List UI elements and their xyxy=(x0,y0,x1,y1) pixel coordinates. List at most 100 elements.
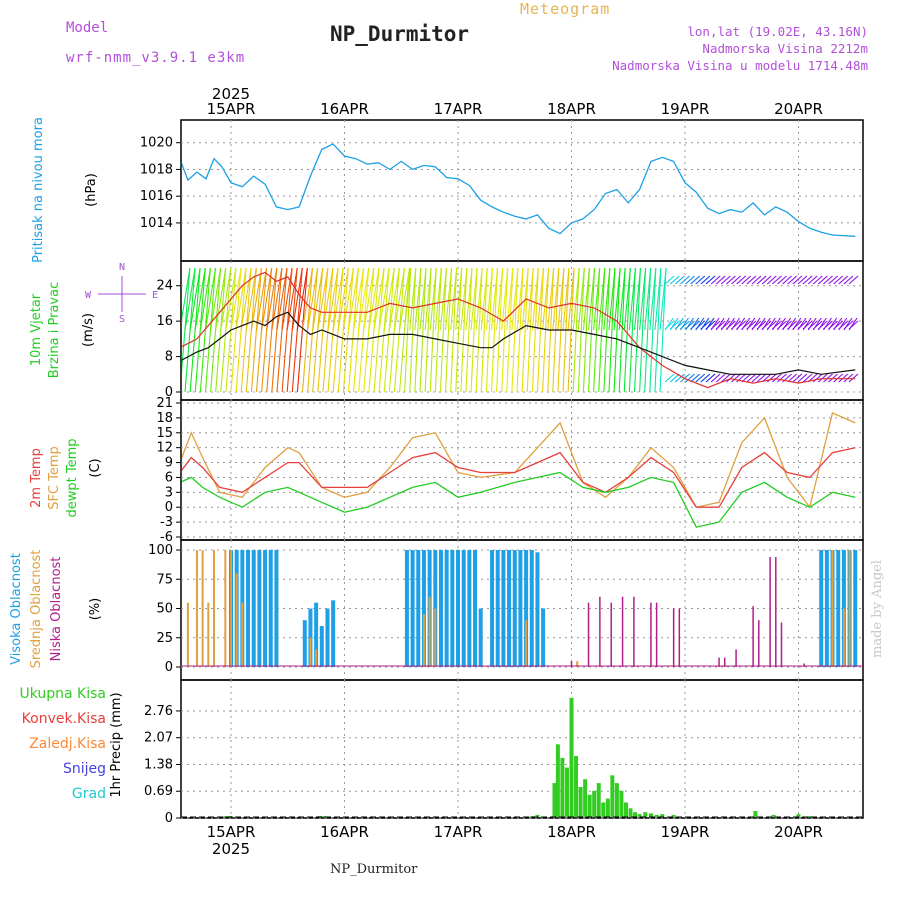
bottom-date-label: 16APR xyxy=(320,823,369,841)
wind-arrow xyxy=(337,267,349,393)
wind-arrow xyxy=(322,267,334,393)
wind-arrow xyxy=(633,267,642,393)
wind-arrow xyxy=(475,267,483,331)
cloud-bar xyxy=(302,620,307,667)
wind-arrow xyxy=(235,267,247,393)
cloud-bar xyxy=(241,602,244,667)
wind-arrow xyxy=(710,320,721,330)
precip-legend-1: Konvek.Kisa xyxy=(22,711,106,727)
bottom-date-label: 18APR xyxy=(547,823,596,841)
wind-arrow xyxy=(342,267,354,393)
wind-arrow xyxy=(633,267,642,331)
wind-arrow xyxy=(485,267,493,393)
wind-arrow xyxy=(506,267,514,393)
wind-arrow xyxy=(419,267,427,331)
wind-arrow xyxy=(608,267,616,331)
y-tick-label: 24 xyxy=(156,279,173,294)
wind-arrow xyxy=(383,267,395,331)
wind-arrow xyxy=(393,267,405,393)
bottom-date-label: 17APR xyxy=(434,823,483,841)
cloud-bar xyxy=(775,557,777,667)
cloud-bar xyxy=(535,552,540,667)
wind-arrow xyxy=(726,320,736,330)
wind-arrow xyxy=(475,267,483,393)
temp-title-sfc: SFC Temp xyxy=(47,446,62,510)
wind-arrow xyxy=(450,267,458,331)
cloud-title-low: Niska Oblacnost xyxy=(49,557,64,662)
wind-arrow xyxy=(419,267,427,393)
wind-arrow xyxy=(301,267,314,331)
wind-arrow xyxy=(536,267,544,331)
precip-bar xyxy=(322,816,327,817)
cloud-bar xyxy=(176,661,178,667)
cloud-bar xyxy=(633,596,635,667)
wind-arrow xyxy=(332,267,344,393)
wind-arrow xyxy=(409,267,417,393)
wind-arrow xyxy=(194,267,206,393)
y-tick-label: 1016 xyxy=(140,189,173,204)
precip-legend-2: Zaledj.Kisa xyxy=(29,736,106,752)
cloud-bar xyxy=(529,550,534,667)
compass-e: E xyxy=(152,290,158,301)
wind-arrow xyxy=(511,267,519,393)
wind-arrow xyxy=(587,267,596,331)
wind-speed-line xyxy=(182,311,856,375)
cloud-title-mid: Srednja Oblacnost xyxy=(29,550,44,669)
wind-arrow xyxy=(327,267,339,331)
wind-arrow xyxy=(210,267,222,331)
wind-arrow xyxy=(680,275,690,285)
wind-arrow xyxy=(271,267,283,393)
precip-bar xyxy=(605,798,610,817)
cloud-bar xyxy=(195,550,198,667)
cloud-bar xyxy=(315,649,318,667)
wind-arrow xyxy=(582,267,590,393)
panel-frame xyxy=(180,119,864,262)
wind-arrow xyxy=(301,267,314,393)
precip-bar xyxy=(771,814,776,817)
wind-arrow xyxy=(690,275,701,285)
wind-arrow xyxy=(674,320,685,330)
wind-arrow xyxy=(250,267,262,393)
wind-arrow xyxy=(761,320,772,330)
wind-arrow xyxy=(772,320,782,330)
wind-arrow xyxy=(501,267,509,393)
y-tick-label: 21 xyxy=(156,396,173,411)
cloud-bar xyxy=(319,626,324,667)
wind-arrow xyxy=(777,320,787,330)
wind-arrow xyxy=(736,320,747,330)
cloud-bar xyxy=(201,550,204,667)
wind-arrow xyxy=(807,275,818,285)
wind-arrow xyxy=(393,267,405,331)
wind-arrow xyxy=(817,373,828,383)
wind-arrow xyxy=(204,267,217,393)
y-tick-label: 25 xyxy=(156,631,173,646)
y-tick-label: 9 xyxy=(165,456,173,471)
y-tick-label: 0.69 xyxy=(144,784,173,799)
cloud-bar xyxy=(824,550,829,667)
cloud-bar xyxy=(421,550,426,667)
precip-bar xyxy=(529,816,534,817)
precip-legend-3: Snijeg xyxy=(63,761,106,777)
wind-arrow xyxy=(572,267,580,393)
wind-arrow xyxy=(230,267,242,331)
wind-arrow xyxy=(182,267,191,321)
wind-arrow xyxy=(848,373,859,383)
wind-arrow xyxy=(787,373,798,383)
wind-arrow xyxy=(312,267,324,331)
cloud-bar xyxy=(467,550,472,667)
top-date-label: 15APR xyxy=(207,100,256,118)
wind-arrow xyxy=(409,267,417,331)
wind-arrow xyxy=(746,373,757,383)
wind-arrow xyxy=(342,267,354,331)
wind-arrow xyxy=(373,267,385,331)
wind-arrow xyxy=(741,275,752,285)
wind-arrow xyxy=(347,267,360,393)
wind-arrow xyxy=(184,267,196,393)
wind-arrow xyxy=(715,373,726,383)
wind-arrow xyxy=(358,267,370,393)
wind-arrow xyxy=(542,267,550,331)
wind-arrow xyxy=(695,275,706,285)
wind-arrow xyxy=(444,267,453,331)
wind-arrow xyxy=(496,267,504,331)
